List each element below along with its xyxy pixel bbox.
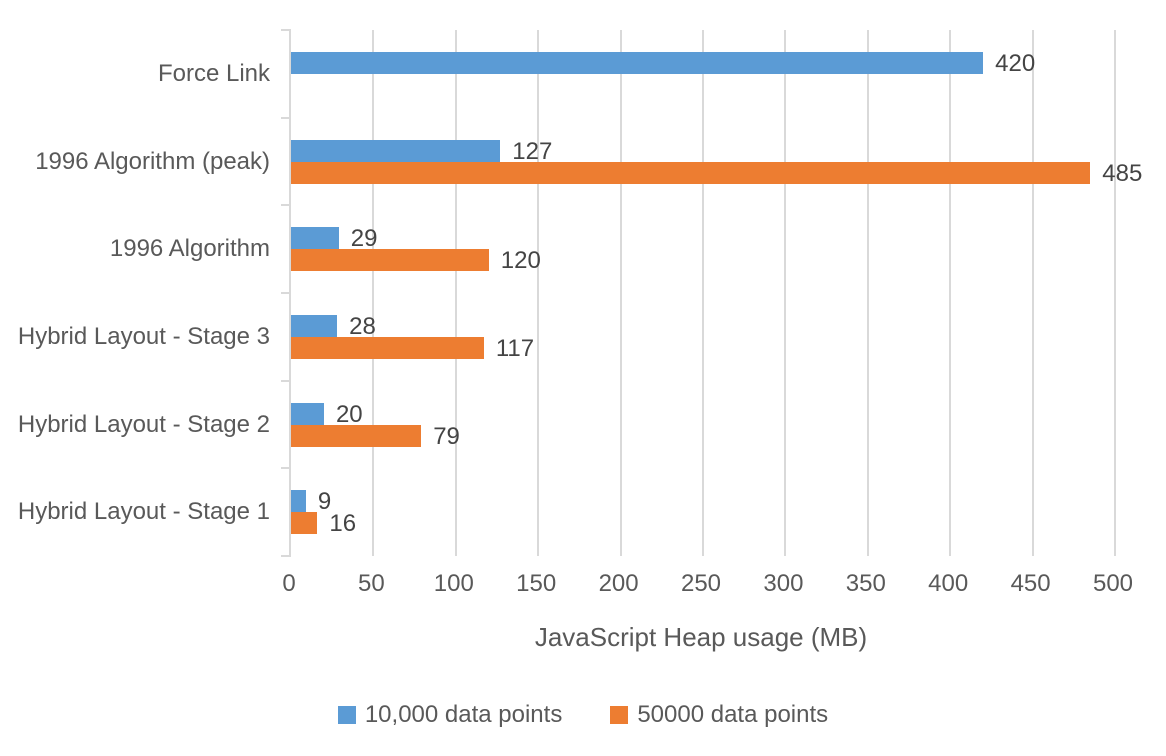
bar-value-label: 16 [329,510,357,538]
legend-swatch-icon [610,706,629,724]
bar-value-label: 9 [317,488,332,516]
gridline [454,30,457,556]
category-label: Hybrid Layout - Stage 3 [17,322,270,350]
legend-label: 50000 data points [637,701,829,728]
bar [291,51,984,74]
bar [291,336,484,359]
x-axis-tick-label: 300 [763,570,804,597]
bar-value-label: 29 [350,225,378,253]
legend-label: 10,000 data points [364,701,563,728]
gridline [1031,30,1034,556]
x-axis-title: JavaScript Heap usage (MB) [534,622,868,652]
category-label: Force Link [157,59,270,87]
bar [291,424,422,447]
x-axis-tick-label: 500 [1092,570,1134,597]
gridline [702,30,704,556]
x-axis-tick-label: 450 [1010,570,1051,597]
gridline [537,30,540,556]
x-axis-tick-label: 200 [598,570,639,597]
bar [291,402,324,425]
bar [291,139,501,162]
bar [291,249,489,272]
bar-value-label: 485 [1102,159,1143,187]
legend-item: 10,000 data points [337,701,563,729]
x-axis-tick-label: 400 [928,570,969,597]
bar [291,490,306,513]
gridline [784,30,787,556]
gridline [372,30,375,556]
y-axis-tick [281,204,291,206]
bar [291,512,318,535]
x-axis-tick-label: 150 [516,570,557,597]
x-axis-tick-label: 0 [282,570,296,597]
legend: 10,000 data points 50000 data points [0,700,1166,730]
x-axis-tick-label: 350 [845,570,886,597]
x-axis-tick-label: 100 [433,570,474,597]
y-axis-tick [281,467,291,469]
bar [291,314,338,337]
y-axis-tick [281,292,291,294]
value-axis: 0 50 100 150 200 250 300 350 400 450 500 [282,570,1133,602]
gridline [949,30,952,556]
legend-swatch-icon [337,706,356,724]
category-label: 1996 Algorithm [109,235,270,263]
bar [291,227,339,250]
category-axis: Force Link 1996 Algorithm (peak) 1996 Algo… [0,30,270,556]
x-axis-tick-label: 250 [680,570,722,597]
category-label: Hybrid Layout - Stage 2 [17,410,270,438]
legend-item: 50000 data points [610,701,828,729]
bar-value-label: 120 [500,247,541,275]
plot-area: 420 127 485 29 120 28 117 20 79 9 16 [281,29,1142,557]
gridline [1114,30,1116,556]
x-axis-tick-label: 50 [358,570,385,597]
y-axis-tick [281,117,291,119]
y-axis-tick [281,555,291,557]
bar-value-label: 420 [995,49,1036,77]
y-axis-tick [281,29,291,31]
gridline [619,30,622,556]
bar-value-label: 20 [335,400,363,428]
bar-value-label: 117 [495,334,535,362]
bar-value-label: 79 [433,422,460,450]
bar [291,161,1091,184]
bar-value-label: 127 [512,137,553,165]
category-label: 1996 Algorithm (peak) [35,147,270,175]
y-axis-tick [281,380,291,382]
gridline [866,30,869,556]
category-label: Hybrid Layout - Stage 1 [17,498,270,526]
bar-value-label: 28 [349,312,376,340]
